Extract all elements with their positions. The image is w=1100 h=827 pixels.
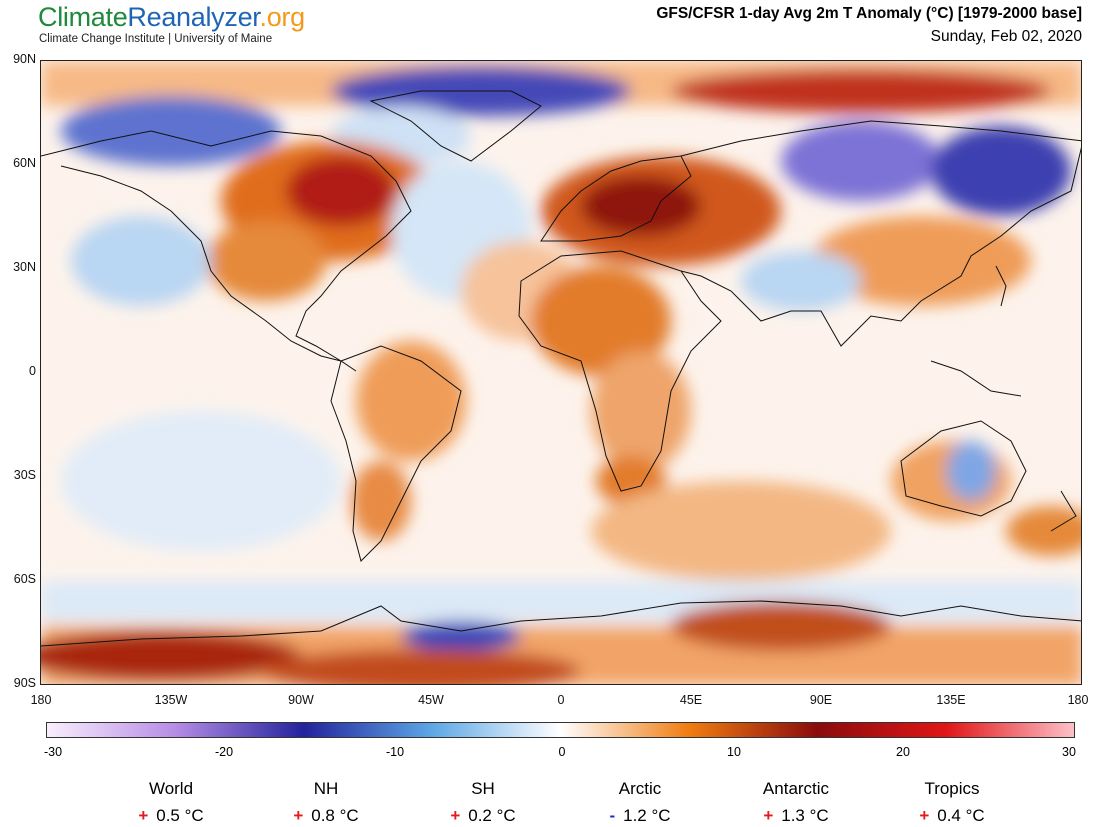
site-logo[interactable]: ClimateReanalyzer.org <box>38 2 305 33</box>
lon-label: 135E <box>936 693 966 707</box>
stat-label: World <box>148 779 194 798</box>
lon-label: 0 <box>557 693 565 707</box>
stat-value: 0.4 °C <box>937 806 985 825</box>
anomaly-map-graphic <box>41 61 1081 684</box>
stat-world: World +0.5 °C <box>91 779 251 826</box>
colorbar-tick: -10 <box>385 745 405 759</box>
stat-nh: NH +0.8 °C <box>246 779 406 826</box>
logo-part-org: .org <box>259 2 306 32</box>
lat-label: 90N <box>13 52 36 66</box>
logo-part-reanalyzer: Reanalyzer <box>127 2 260 32</box>
stat-sign: + <box>450 806 461 825</box>
coastlines <box>41 90 1081 647</box>
lon-label: 180 <box>1067 693 1089 707</box>
lon-label: 90E <box>809 693 833 707</box>
colorbar-tick: 30 <box>1062 745 1076 759</box>
lat-label: 60S <box>13 572 36 586</box>
stat-label: Arctic <box>618 779 662 798</box>
colorbar-tick: 10 <box>727 745 741 759</box>
colorbar-tick: -30 <box>43 745 63 759</box>
stat-value: 0.8 °C <box>311 806 359 825</box>
colorbar-tick: 20 <box>896 745 910 759</box>
stat-sh: SH +0.2 °C <box>403 779 563 826</box>
lat-label: 0 <box>29 364 36 378</box>
lat-label: 30S <box>13 468 36 482</box>
stat-value: 0.5 °C <box>156 806 204 825</box>
stat-label: Antarctic <box>762 779 830 798</box>
lon-label: 90W <box>288 693 314 707</box>
logo-part-climate: Climate <box>38 2 128 32</box>
stat-arctic: Arctic -1.2 °C <box>560 779 720 826</box>
site-subtitle: Climate Change Institute | University of… <box>39 33 273 45</box>
lat-label: 30N <box>13 260 36 274</box>
map-title: GFS/CFSR 1-day Avg 2m T Anomaly (°C) [19… <box>656 5 1082 22</box>
lat-label: 90S <box>13 676 36 690</box>
lon-label: 180 <box>30 693 52 707</box>
stat-sign: + <box>919 806 930 825</box>
stat-label: Tropics <box>924 779 980 798</box>
stat-sign: + <box>138 806 149 825</box>
stat-sign: + <box>763 806 774 825</box>
stat-value: 1.2 °C <box>623 806 671 825</box>
stat-sign: - <box>609 806 616 825</box>
stat-tropics: Tropics +0.4 °C <box>872 779 1032 826</box>
stat-label: NH <box>313 779 339 798</box>
lat-label: 60N <box>13 156 36 170</box>
stat-label: SH <box>471 779 495 798</box>
stat-sign: + <box>293 806 304 825</box>
colorbar-tick: -20 <box>214 745 234 759</box>
lon-label: 45W <box>418 693 444 707</box>
lon-label: 45E <box>679 693 703 707</box>
colorbar <box>46 722 1075 738</box>
stat-value: 1.3 °C <box>781 806 829 825</box>
lon-label: 135W <box>154 693 188 707</box>
colorbar-tick: 0 <box>558 745 566 759</box>
anomaly-map <box>40 60 1082 685</box>
stat-value: 0.2 °C <box>468 806 516 825</box>
stat-antarctic: Antarctic +1.3 °C <box>716 779 876 826</box>
map-date: Sunday, Feb 02, 2020 <box>930 28 1082 45</box>
